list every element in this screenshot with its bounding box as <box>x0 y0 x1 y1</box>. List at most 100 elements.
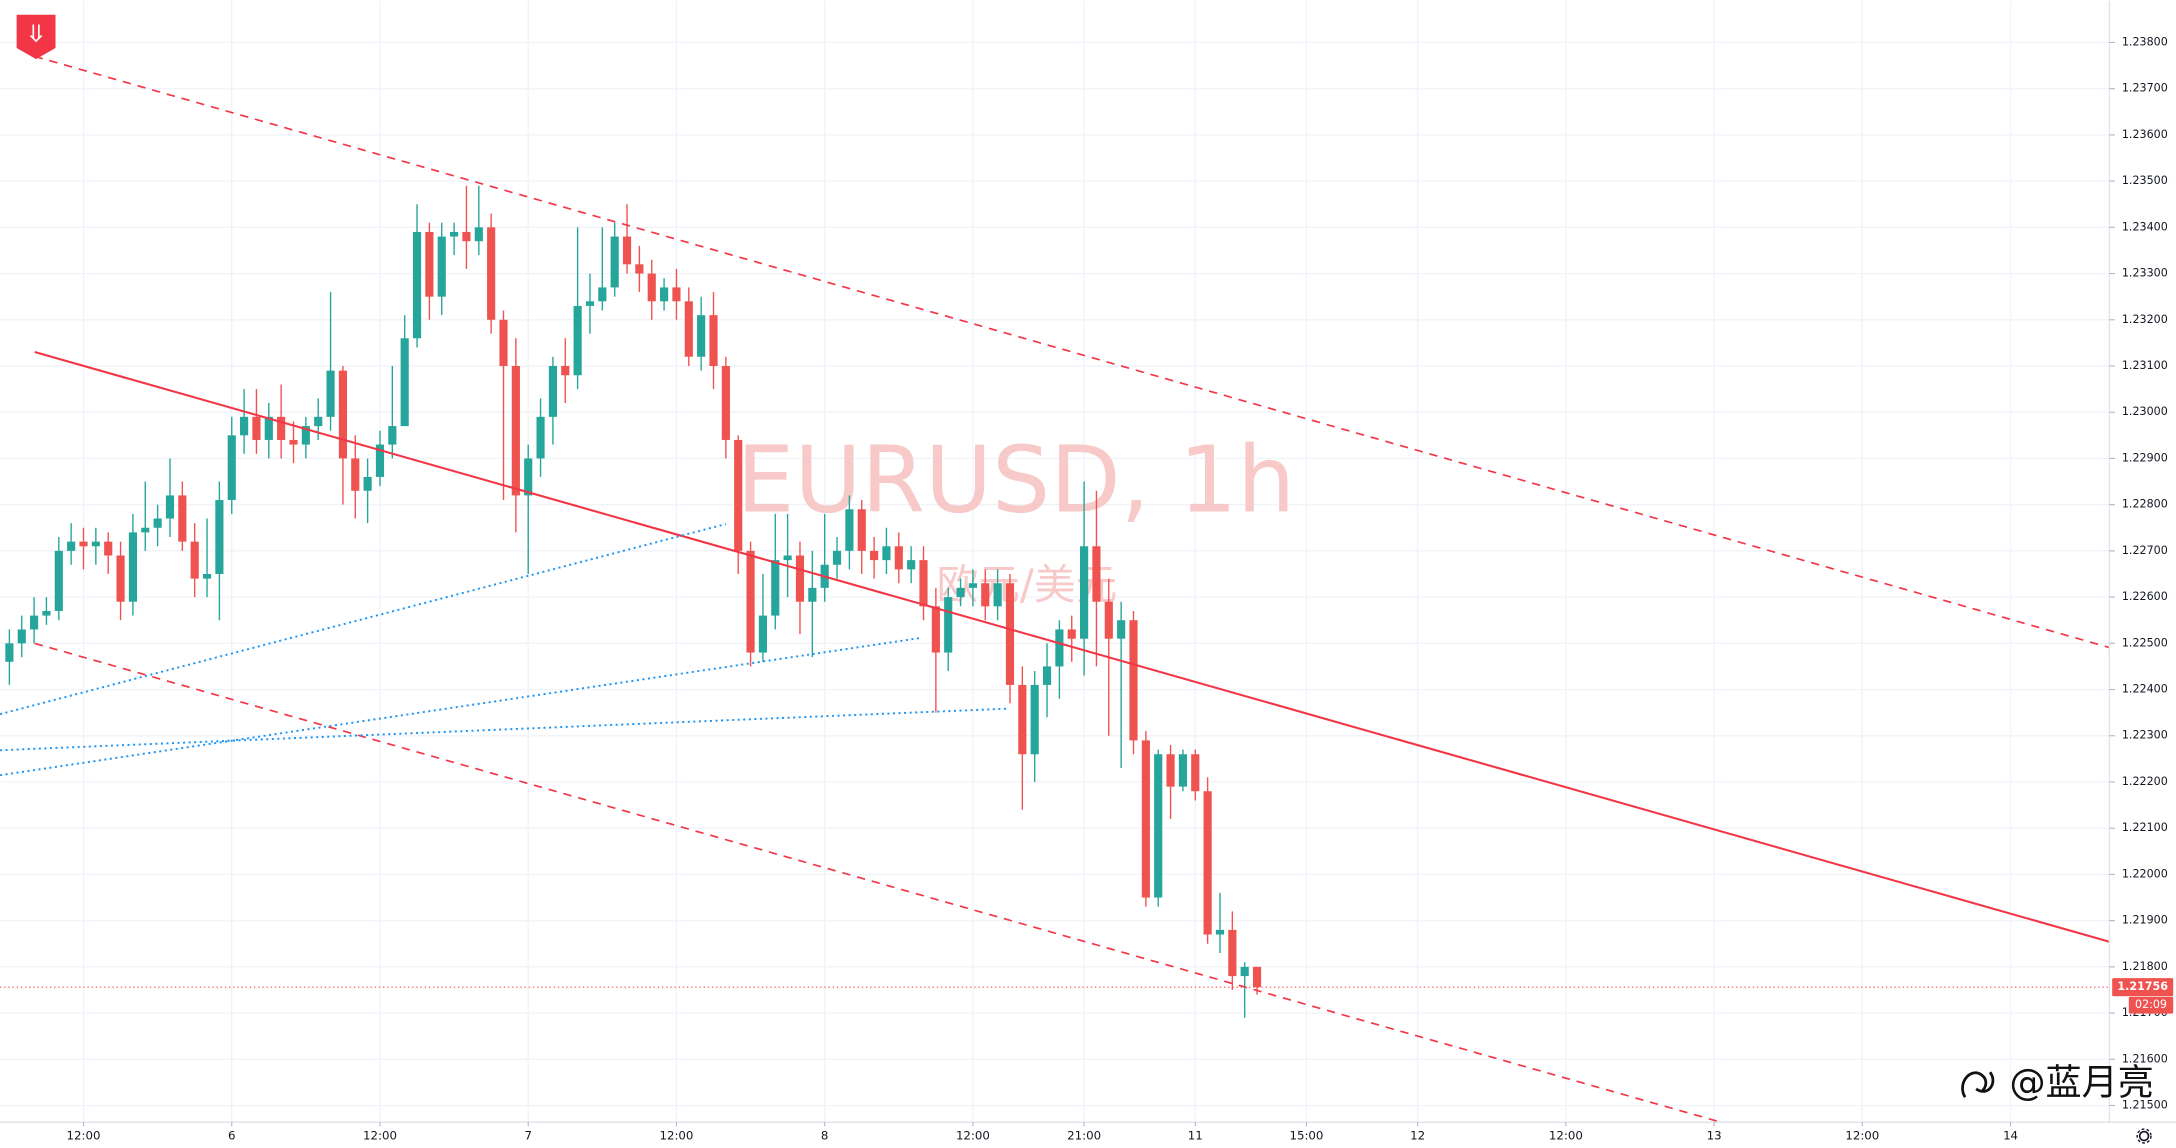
y-tick-label: 1.22700 <box>2122 544 2168 557</box>
candle-body <box>227 435 236 501</box>
watermark-author: @蓝月亮 <box>2009 1062 2153 1104</box>
candle-body <box>771 560 780 616</box>
candle-body <box>141 527 150 533</box>
channel-lower <box>34 642 1722 1123</box>
candle-body <box>721 365 730 440</box>
x-tick-label: 6 <box>228 1129 236 1143</box>
candle-body <box>1104 601 1113 639</box>
watermark-corner: @蓝月亮 <box>1961 1062 2154 1104</box>
candle-body <box>622 236 632 265</box>
candle-body <box>30 615 39 630</box>
y-tick-label: 1.22100 <box>2122 821 2168 834</box>
candle-body <box>351 458 360 491</box>
candle-body <box>400 338 409 427</box>
grid <box>0 0 2110 1123</box>
candle-body <box>375 444 385 477</box>
candle-body <box>1080 546 1089 639</box>
candle-body <box>734 439 743 551</box>
candle-body <box>264 416 273 440</box>
candle-body <box>1191 754 1200 792</box>
candle-body <box>1092 546 1101 602</box>
candle-body <box>857 509 866 551</box>
x-tick-label: 15:00 <box>1289 1129 1323 1143</box>
y-tick-label: 1.23000 <box>2122 405 2168 418</box>
candle-body <box>919 560 928 607</box>
x-tick-label: 12:00 <box>363 1129 397 1143</box>
blue-dotted-line <box>0 707 1009 752</box>
alert-marker[interactable] <box>16 14 56 60</box>
y-tick-label: 1.23100 <box>2122 359 2168 372</box>
candle-body <box>1166 754 1175 787</box>
candle-body <box>1141 740 1150 898</box>
y-tick-label: 1.23300 <box>2122 267 2168 280</box>
candle-body <box>882 546 891 561</box>
candle-body <box>215 500 224 574</box>
candle-body <box>672 287 681 302</box>
candle-body <box>981 583 990 607</box>
candle-body <box>1117 620 1126 639</box>
candle-body <box>1055 629 1064 667</box>
x-tick-label: 13 <box>1707 1129 1722 1143</box>
candle-body <box>511 365 520 496</box>
y-tick-label: 1.22900 <box>2122 451 2168 464</box>
candle-body <box>1154 754 1163 898</box>
y-tick-label: 1.23700 <box>2122 82 2168 95</box>
drawings <box>0 55 2110 1123</box>
y-tick-label: 1.21900 <box>2122 914 2168 927</box>
y-tick-label: 1.21800 <box>2122 960 2168 973</box>
candle-body <box>746 550 755 653</box>
x-tick-label: 12:00 <box>67 1129 101 1143</box>
candle-body <box>165 495 175 519</box>
candle-body <box>931 606 940 653</box>
watermark-name: 欧元/美元 <box>937 560 1118 609</box>
countdown-bg <box>2128 996 2174 1014</box>
candle-body <box>54 550 63 611</box>
candle-body <box>240 416 249 436</box>
candle-body <box>536 416 545 459</box>
candle-body <box>968 583 977 588</box>
candle-body <box>832 550 842 565</box>
candle-body <box>1215 929 1225 935</box>
candle-body <box>128 532 137 602</box>
candle-body <box>462 231 471 242</box>
x-tick-label: 12:00 <box>956 1129 990 1143</box>
candle-body <box>956 587 965 598</box>
candle-body <box>573 305 582 376</box>
y-tick-label: 1.23400 <box>2122 220 2168 233</box>
candle-body <box>190 541 199 579</box>
candle-body <box>598 287 607 302</box>
candle-body <box>388 426 397 445</box>
candle-body <box>450 231 459 237</box>
candles <box>5 185 1262 1018</box>
candle-body <box>524 458 533 496</box>
candle-body <box>783 555 792 561</box>
candle-body <box>1252 966 1262 988</box>
y-tick-label: 1.22500 <box>2122 636 2168 649</box>
axes: 1.215001.216001.217001.218001.219001.220… <box>67 35 2168 1142</box>
candle-body <box>944 597 953 653</box>
candle-body <box>561 365 570 376</box>
candle-body <box>1042 666 1052 685</box>
x-tick-label: 12:00 <box>659 1129 693 1143</box>
candle-body <box>709 315 718 366</box>
candle-body <box>870 550 879 561</box>
candle-body <box>116 555 125 602</box>
candle-body <box>1228 929 1237 977</box>
y-tick-label: 1.23800 <box>2122 35 2168 48</box>
candle-body <box>1030 684 1039 755</box>
candle-body <box>758 615 767 653</box>
y-tick-label: 1.22400 <box>2122 683 2168 696</box>
candle-body <box>1005 583 1015 685</box>
y-tick-label: 1.22300 <box>2122 729 2168 742</box>
x-tick-label: 7 <box>524 1129 532 1143</box>
candle-body <box>993 583 1002 607</box>
y-tick-label: 1.21600 <box>2122 1052 2168 1065</box>
candle-body <box>795 555 805 602</box>
price-tag-label: 1.21756 <box>2117 980 2168 993</box>
candle-body <box>104 541 113 556</box>
candle-body <box>610 236 619 288</box>
y-tick-label: 1.21500 <box>2122 1099 2168 1112</box>
y-tick-label: 1.22000 <box>2122 867 2168 880</box>
